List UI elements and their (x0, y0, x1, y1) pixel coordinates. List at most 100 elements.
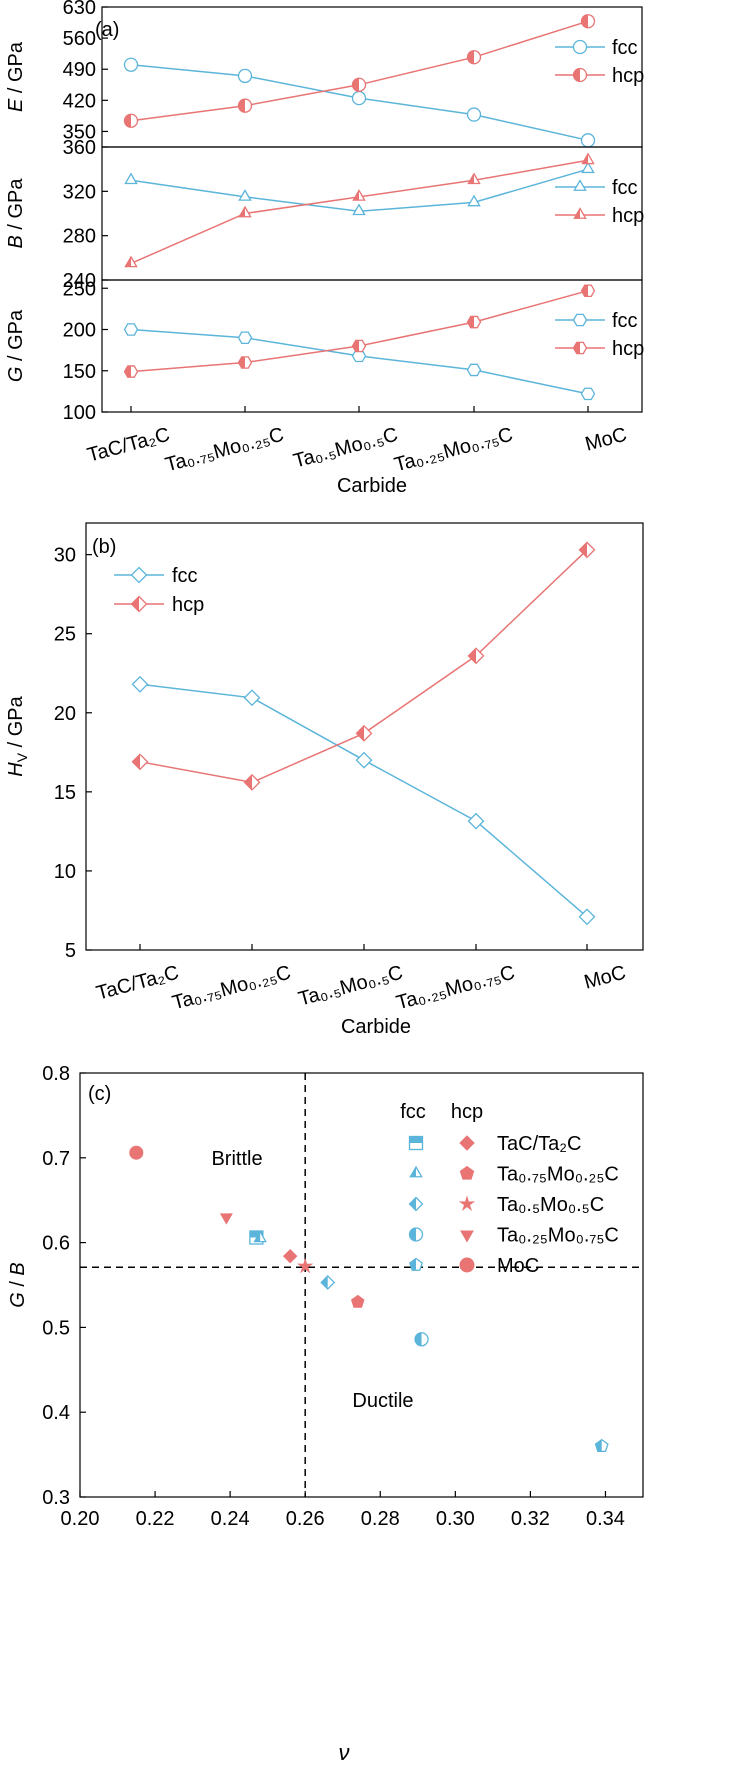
data-point-fcc-shape (466, 107, 482, 122)
x-tick-label: Ta₀.₂₅Mo₀.₇₅C (394, 962, 517, 1015)
data-point-fcc-shape (237, 68, 253, 84)
data-point-fcc (466, 363, 482, 377)
data-point-fcc-shape (243, 689, 261, 707)
legend-label-hcp: hcp (612, 65, 644, 87)
x-tick-label: Ta₀.₅Mo₀.₅C (291, 424, 400, 473)
data-point-fcc (243, 689, 261, 707)
y-tick-label: 240 (63, 270, 96, 292)
legend-label: Ta₀.₂₅Mo₀.₇₅C (497, 1225, 619, 1247)
data-point-hcp-fill (581, 285, 588, 297)
data-point-hcp (297, 1257, 314, 1274)
data-point-fcc (467, 812, 485, 830)
data-point-fcc (253, 1230, 267, 1243)
legend-marker-fcc-fill (409, 1136, 423, 1143)
data-point-fcc (355, 751, 373, 769)
data-point-fcc (237, 331, 253, 345)
data-point-fcc-fill (595, 1439, 602, 1452)
data-point-fcc-shape (467, 812, 485, 830)
legend-label-fcc: fcc (612, 177, 638, 199)
y-axis-label: G / GPa (5, 309, 27, 382)
legend-label-fcc: fcc (612, 310, 638, 332)
y-axis-unit: / GPa (5, 695, 27, 753)
data-point-hcp (351, 339, 367, 353)
x-tick-label: 0.28 (361, 1508, 400, 1530)
x-tick-label: 0.30 (436, 1508, 475, 1530)
data-point-hcp (466, 50, 482, 65)
data-point-hcp (350, 1294, 365, 1308)
y-axis-label: E / GPa (5, 41, 27, 112)
data-point-hcp-fill (352, 340, 359, 352)
data-point-hcp-fill (132, 754, 140, 770)
x-tick-label: MoC (583, 424, 629, 456)
y-tick-label: 350 (63, 121, 96, 143)
y-tick-label: 20 (54, 703, 76, 725)
data-point-hcp-fill (581, 14, 588, 28)
x-tick-label: 0.26 (286, 1508, 325, 1530)
data-point-hcp-fill (582, 153, 588, 164)
legend-label-fcc: fcc (612, 37, 638, 59)
data-point-fcc-fill (249, 1231, 263, 1238)
y-axis-var: G (5, 367, 27, 383)
legend-header-fcc: fcc (400, 1101, 426, 1123)
data-point-fcc-shape (355, 751, 373, 769)
legend-marker-fcc-shape (573, 179, 587, 191)
y-tick-label: 0.8 (42, 1063, 70, 1085)
data-point-hcp (578, 541, 596, 559)
y-tick-label: 0.5 (42, 1317, 70, 1339)
data-point-hcp-shape (282, 1248, 298, 1264)
data-point-hcp (351, 77, 367, 92)
legend-label: Ta₀.₇₅Mo₀.₂₅C (497, 1164, 619, 1186)
legend-marker-fcc-fill (409, 1228, 416, 1241)
data-point-fcc-shape (351, 90, 367, 106)
data-point-hcp-fill (468, 648, 476, 664)
x-tick-label: 0.22 (136, 1508, 175, 1530)
data-point-hcp-fill (356, 725, 364, 741)
data-point-hcp-fill (244, 774, 252, 790)
data-point-fcc (580, 387, 596, 401)
data-point-hcp-fill (579, 542, 587, 558)
x-tick-label: TaC/Ta₂C (94, 962, 181, 1005)
data-point-fcc-shape (580, 387, 596, 401)
y-axis-unit: / GPa (5, 41, 27, 99)
legend-marker-hcp (130, 595, 148, 613)
legend-marker-fcc (408, 1227, 424, 1242)
y-axis-unit: / GPa (5, 309, 27, 367)
legend-marker-fcc-shape (572, 313, 588, 327)
data-point-fcc (123, 323, 139, 336)
y-tick-label: 30 (54, 545, 76, 567)
legend-label-hcp: hcp (612, 338, 644, 360)
data-point-hcp-shape (297, 1257, 314, 1274)
data-point-hcp-shape (129, 1145, 144, 1160)
data-point-hcp (467, 647, 485, 665)
y-axis-unit: / (7, 1276, 29, 1293)
y-tick-label: 280 (63, 226, 96, 248)
y-tick-label: 320 (63, 181, 96, 203)
y-axis-var: H (5, 762, 27, 777)
x-tick-label: 0.32 (511, 1508, 550, 1530)
data-point-hcp (581, 152, 595, 165)
data-point-hcp (123, 365, 139, 378)
data-point-fcc (466, 107, 482, 122)
data-point-fcc (580, 133, 596, 148)
legend-marker-hcp (459, 1257, 475, 1273)
legend-marker-fcc-shape (572, 39, 588, 55)
data-point-fcc (320, 1275, 336, 1290)
y-axis-label: B / GPa (5, 178, 27, 249)
data-point-fcc (414, 1332, 429, 1347)
data-point-fcc-shape (581, 161, 595, 174)
data-point-hcp-fill (468, 173, 474, 184)
data-point-fcc (238, 189, 252, 201)
data-point-fcc-shape (123, 323, 139, 336)
data-point-hcp-fill (467, 50, 474, 64)
data-point-fcc-shape (131, 675, 149, 693)
legend-marker-fcc (409, 1165, 423, 1178)
legend-marker-hcp-shape (459, 1257, 475, 1273)
y-tick-label: 490 (63, 59, 96, 81)
legend-marker-hcp (573, 207, 587, 219)
y-axis-var: G (7, 1292, 29, 1308)
x-axis-label: Carbide (341, 1016, 411, 1038)
x-tick-label: 0.24 (211, 1508, 250, 1530)
x-tick-label: Ta₀.₇₅Mo₀.₂₅C (163, 424, 286, 477)
legend-marker-fcc (572, 313, 588, 327)
